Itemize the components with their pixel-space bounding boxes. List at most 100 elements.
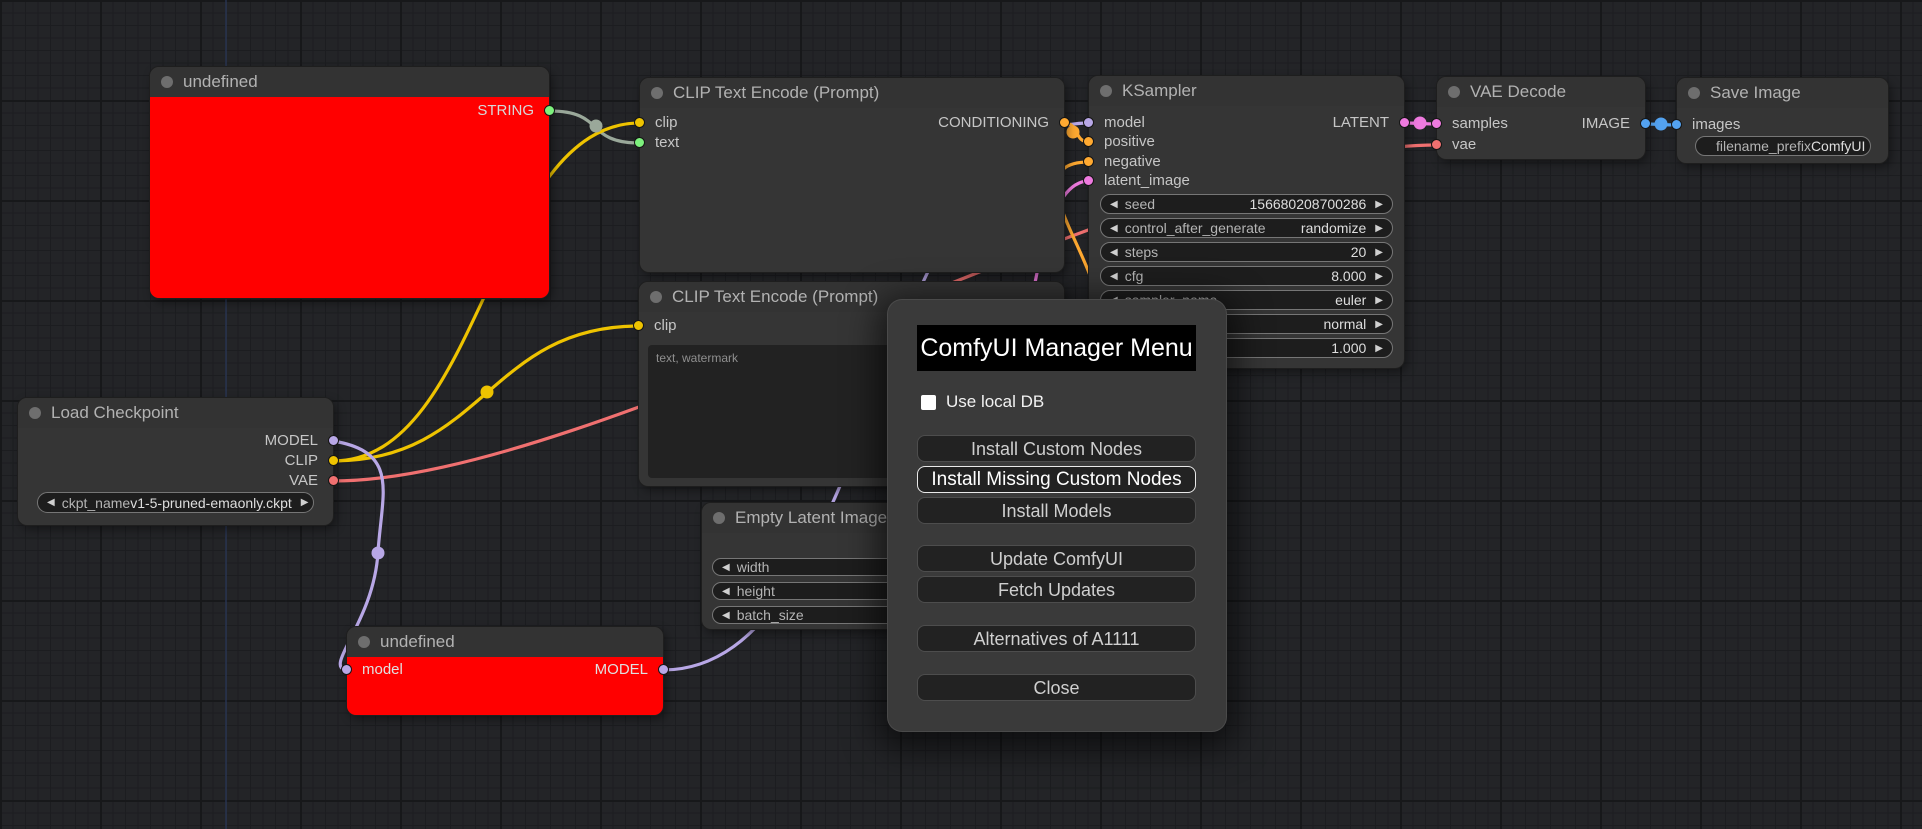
decrement-arrow-icon[interactable]: ◀: [1110, 246, 1118, 258]
collapse-dot-icon[interactable]: [161, 76, 173, 88]
widget-label: batch_size: [736, 607, 804, 623]
port-label: negative: [1104, 153, 1161, 170]
wire-string: [548, 109, 642, 145]
collapse-dot-icon[interactable]: [650, 291, 662, 303]
reroute-dot[interactable]: [1654, 117, 1668, 131]
output-row-clip: CLIP: [18, 451, 339, 471]
port-label: IMAGE: [1581, 115, 1630, 132]
collapse-dot-icon[interactable]: [1448, 86, 1460, 98]
input-row-positive: positive: [1083, 132, 1404, 152]
model-output-port[interactable]: [658, 664, 669, 675]
widget-value: 156680208700286: [1249, 196, 1367, 212]
node-header[interactable]: CLIP Text Encode (Prompt): [640, 78, 1064, 108]
positive-input-port[interactable]: [1083, 136, 1094, 147]
decrement-arrow-icon[interactable]: ◀: [1110, 198, 1118, 210]
decrement-arrow-icon[interactable]: ◀: [1110, 270, 1118, 282]
collapse-dot-icon[interactable]: [358, 636, 370, 648]
output-row-model: MODEL: [18, 431, 339, 451]
latent-output-port[interactable]: [1399, 117, 1410, 128]
node-header[interactable]: Load Checkpoint: [18, 398, 333, 428]
latent-image-input-port[interactable]: [1083, 175, 1094, 186]
collapse-dot-icon[interactable]: [713, 512, 725, 524]
negative-input-port[interactable]: [1083, 156, 1094, 167]
reroute-dot[interactable]: [1413, 116, 1427, 130]
increment-arrow-icon[interactable]: ▶: [1375, 222, 1383, 234]
collapse-dot-icon[interactable]: [1100, 85, 1112, 97]
node-header[interactable]: KSampler: [1089, 76, 1404, 106]
node-header[interactable]: undefined: [347, 627, 663, 657]
install-missing-custom-nodes-button[interactable]: Install Missing Custom Nodes: [917, 466, 1196, 493]
increment-arrow-icon[interactable]: ▶: [1375, 294, 1383, 306]
wire-clip-2: [331, 324, 641, 463]
increment-arrow-icon[interactable]: ▶: [1375, 270, 1383, 282]
port-label: latent_image: [1104, 172, 1190, 189]
widget-label: ckpt_name: [61, 494, 131, 511]
image-output-port[interactable]: [1640, 118, 1651, 129]
reroute-dot[interactable]: [589, 119, 603, 133]
vae-output-port[interactable]: [328, 475, 339, 486]
update-comfyui-button[interactable]: Update ComfyUI: [917, 545, 1196, 572]
install-models-button[interactable]: Install Models: [917, 497, 1196, 524]
output-row-image: IMAGE: [1437, 114, 1651, 134]
widget-value: v1-5-pruned-emaonly.ckpt: [130, 494, 292, 511]
collapse-dot-icon[interactable]: [29, 407, 41, 419]
node-title: VAE Decode: [1470, 82, 1567, 101]
widget-value: 1.000: [1331, 340, 1367, 356]
vae-input-port[interactable]: [1431, 139, 1442, 150]
install-custom-nodes-button[interactable]: Install Custom Nodes: [917, 435, 1196, 462]
conditioning-output-port[interactable]: [1059, 117, 1070, 128]
input-row-negative: negative: [1083, 152, 1404, 172]
increment-arrow-icon[interactable]: ▶: [300, 497, 309, 508]
ckpt-name-widget[interactable]: ◀ ckpt_name v1-5-pruned-emaonly.ckpt ▶: [37, 492, 314, 513]
reroute-dot[interactable]: [480, 385, 494, 399]
decrement-arrow-icon[interactable]: ◀: [1110, 222, 1118, 234]
widget-label: cfg: [1124, 268, 1144, 284]
input-row-latent-image: latent_image: [1083, 171, 1404, 191]
increment-arrow-icon[interactable]: ▶: [1375, 318, 1383, 330]
filename-prefix-widget[interactable]: filename_prefix ComfyUI: [1695, 136, 1871, 156]
use-local-db-checkbox-row[interactable]: Use local DB: [921, 392, 1044, 412]
widget-label: steps: [1124, 244, 1159, 260]
node-header[interactable]: VAE Decode: [1437, 77, 1645, 107]
node-header[interactable]: Save Image: [1677, 78, 1888, 108]
increment-arrow-icon[interactable]: ▶: [1375, 342, 1383, 354]
reroute-dot[interactable]: [371, 546, 385, 560]
checkbox-unchecked[interactable]: [921, 394, 936, 410]
fetch-updates-button[interactable]: Fetch Updates: [917, 576, 1196, 603]
decrement-arrow-icon[interactable]: ◀: [47, 497, 55, 508]
port-label: vae: [1452, 136, 1477, 153]
input-row-vae: vae: [1431, 135, 1645, 155]
reroute-dot[interactable]: [1066, 125, 1080, 139]
control-after-generate-widget[interactable]: ◀ control_after_generate randomize ▶: [1100, 218, 1393, 238]
node-clip-text-encode-1[interactable]: CLIP Text Encode (Prompt) clip text COND…: [634, 78, 1070, 272]
port-label: MODEL: [264, 432, 318, 449]
node-header[interactable]: undefined: [150, 67, 549, 97]
clip-output-port[interactable]: [328, 455, 339, 466]
model-output-port[interactable]: [328, 435, 339, 446]
collapse-dot-icon[interactable]: [1688, 87, 1700, 99]
increment-arrow-icon[interactable]: ▶: [1375, 198, 1383, 210]
widget-value: normal: [1323, 316, 1367, 332]
node-undefined-bottom[interactable]: undefined model MODEL: [341, 627, 669, 715]
node-title: CLIP Text Encode (Prompt): [672, 287, 879, 306]
port-label: positive: [1104, 133, 1155, 150]
close-button[interactable]: Close: [917, 674, 1196, 701]
text-input-port[interactable]: [634, 137, 645, 148]
seed-widget[interactable]: ◀ seed 156680208700286 ▶: [1100, 194, 1393, 214]
cfg-widget[interactable]: ◀ cfg 8.000 ▶: [1100, 266, 1393, 286]
increment-arrow-icon[interactable]: ▶: [1375, 246, 1383, 258]
images-input-port[interactable]: [1671, 119, 1682, 130]
decrement-arrow-icon[interactable]: ◀: [722, 609, 730, 621]
alternatives-of-a1111-button[interactable]: Alternatives of A1111: [917, 625, 1196, 652]
node-save-image[interactable]: Save Image images filename_prefix ComfyU…: [1671, 78, 1888, 163]
node-vae-decode[interactable]: VAE Decode samples vae IMAGE: [1431, 77, 1651, 159]
node-title: Save Image: [1710, 83, 1801, 102]
decrement-arrow-icon[interactable]: ◀: [722, 561, 730, 573]
string-output-port[interactable]: [544, 105, 555, 116]
steps-widget[interactable]: ◀ steps 20 ▶: [1100, 242, 1393, 262]
decrement-arrow-icon[interactable]: ◀: [722, 585, 730, 597]
collapse-dot-icon[interactable]: [651, 87, 663, 99]
node-load-checkpoint[interactable]: Load Checkpoint MODEL CLIP VAE ◀ ckpt_na…: [18, 398, 339, 525]
node-undefined-top[interactable]: undefined STRING: [150, 67, 555, 298]
